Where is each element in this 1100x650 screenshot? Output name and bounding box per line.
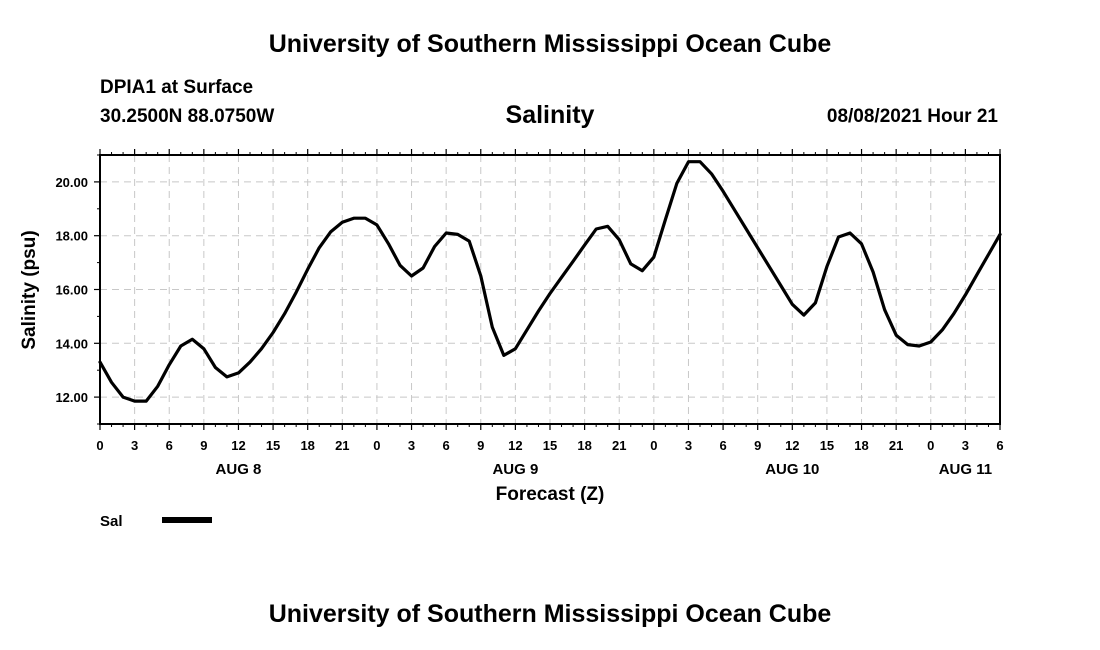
- x-tick-label: 15: [266, 438, 280, 453]
- x-tick-label: 15: [820, 438, 834, 453]
- y-tick-label: 16.00: [55, 283, 88, 298]
- x-tick-label: 3: [131, 438, 138, 453]
- day-label: AUG 11: [939, 461, 992, 478]
- axis-tick-labels: 0 3 6 9 12 15 18 21 0 3 6 9 12 15 18 21 0 3 6 9 12 15 18 21 0 3 6A…: [55, 175, 1003, 478]
- x-tick-label: 3: [962, 438, 969, 453]
- x-tick-label: 18: [300, 438, 314, 453]
- day-label: AUG 10: [765, 461, 819, 478]
- x-tick-label: 21: [889, 438, 903, 453]
- y-tick-label: 14.00: [55, 336, 88, 351]
- x-tick-label: 6: [443, 438, 450, 453]
- station-coordinates: 30.2500N 88.0750W: [100, 106, 275, 127]
- x-tick-label: 21: [335, 438, 349, 453]
- station-name: DPIA1 at Surface: [100, 77, 254, 98]
- x-axis-title: Forecast (Z): [496, 484, 605, 505]
- legend: Sal: [100, 513, 212, 530]
- x-tick-label: 18: [854, 438, 868, 453]
- legend-label: Sal: [100, 513, 123, 530]
- y-tick-label: 12.00: [55, 390, 88, 405]
- x-tick-label: 9: [477, 438, 484, 453]
- x-tick-label: 6: [719, 438, 726, 453]
- day-label: AUG 8: [216, 461, 262, 478]
- x-tick-label: 0: [373, 438, 380, 453]
- x-tick-label: 0: [650, 438, 657, 453]
- y-tick-label: 20.00: [55, 175, 88, 190]
- series-layer: [98, 160, 1002, 403]
- day-label: AUG 9: [492, 461, 538, 478]
- y-tick-label: 18.00: [55, 229, 88, 244]
- x-tick-label: 6: [996, 438, 1003, 453]
- x-tick-label: 9: [754, 438, 761, 453]
- x-tick-label: 12: [785, 438, 799, 453]
- grid-lines: [99, 155, 1001, 424]
- x-tick-label: 0: [96, 438, 103, 453]
- x-tick-label: 6: [166, 438, 173, 453]
- plot-frame: [99, 154, 1001, 425]
- x-tick-label: 18: [577, 438, 591, 453]
- forecast-datetime: 08/08/2021 Hour 21: [826, 106, 998, 127]
- x-tick-label: 9: [200, 438, 207, 453]
- series-line-sal: [98, 160, 1002, 403]
- x-tick-label: 21: [612, 438, 626, 453]
- x-tick-label: 12: [508, 438, 522, 453]
- x-tick-label: 15: [543, 438, 557, 453]
- variable-title: Salinity: [505, 101, 595, 129]
- footer-title: University of Southern Mississippi Ocean…: [268, 600, 832, 628]
- chart-main-title: University of Southern Mississippi Ocean…: [268, 30, 832, 58]
- x-tick-label: 3: [685, 438, 692, 453]
- x-tick-label: 3: [408, 438, 415, 453]
- y-axis-title: Salinity (psu): [19, 230, 40, 349]
- x-tick-label: 0: [927, 438, 934, 453]
- x-tick-label: 12: [231, 438, 245, 453]
